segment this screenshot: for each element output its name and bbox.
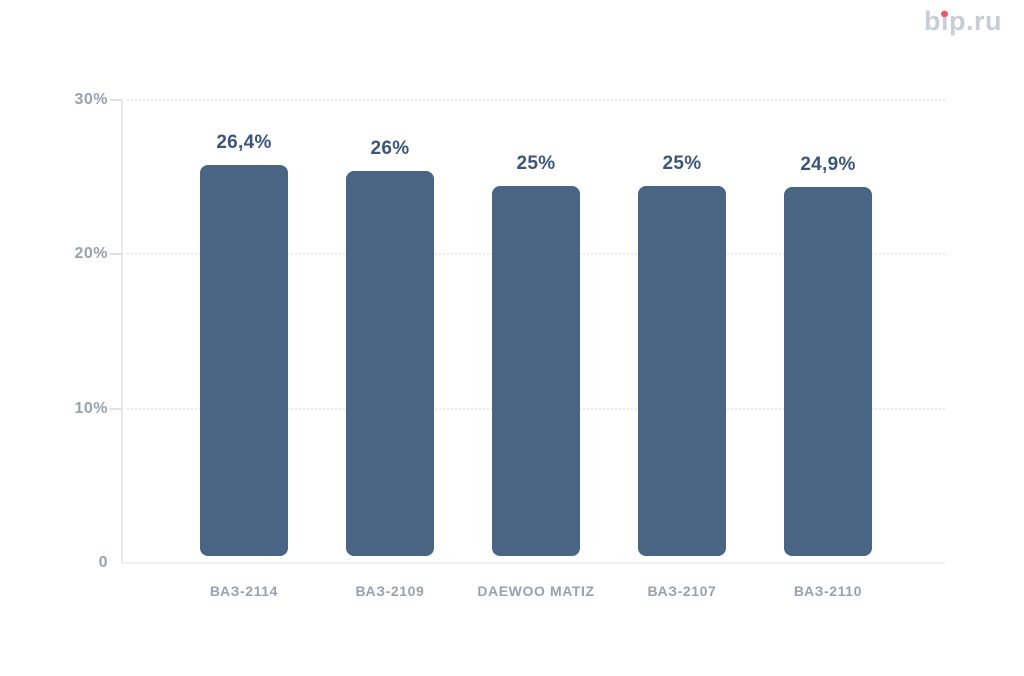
bar-ВАЗ-2109 (346, 171, 434, 556)
y-axis-tick (110, 99, 122, 101)
x-axis-category-label: DAEWOO MATIZ (477, 583, 595, 599)
y-axis-tick (110, 407, 122, 410)
bar-ВАЗ-2114 (200, 165, 288, 556)
x-axis-category-label: ВАЗ-2110 (793, 583, 863, 599)
bar-value-label: 25% (662, 153, 702, 174)
x-axis-category-label: ВАЗ-2114 (209, 583, 279, 599)
logo-text-b: b (923, 6, 941, 36)
logo-text-rest: p.ru (949, 6, 1002, 36)
y-axis-tick-label: 0 (98, 554, 108, 571)
x-axis-line (121, 562, 945, 564)
y-axis-tick-label: 20% (74, 245, 108, 263)
y-axis-tick-label: 30% (74, 91, 108, 108)
x-axis-category-label: ВАЗ-2107 (647, 583, 717, 599)
site-logo: bip.ru (924, 8, 1002, 35)
bar-value-label: 25% (516, 153, 556, 174)
bar-value-label: 24,9% (800, 154, 856, 176)
y-axis-tick-label: 10% (74, 399, 108, 417)
bar-ВАЗ-2110 (784, 187, 872, 556)
bar-DAEWOO MATIZ (492, 186, 580, 556)
bar-value-label: 26% (370, 138, 410, 160)
gridline (127, 99, 945, 101)
x-axis-category-label: ВАЗ-2109 (355, 583, 425, 599)
y-axis-tick (110, 253, 122, 256)
y-axis-line (121, 100, 123, 563)
logo-letter-i-with-red-dot: i (940, 6, 949, 36)
bar-value-label: 26,4% (216, 132, 272, 154)
bar-ВАЗ-2107 (638, 186, 726, 556)
